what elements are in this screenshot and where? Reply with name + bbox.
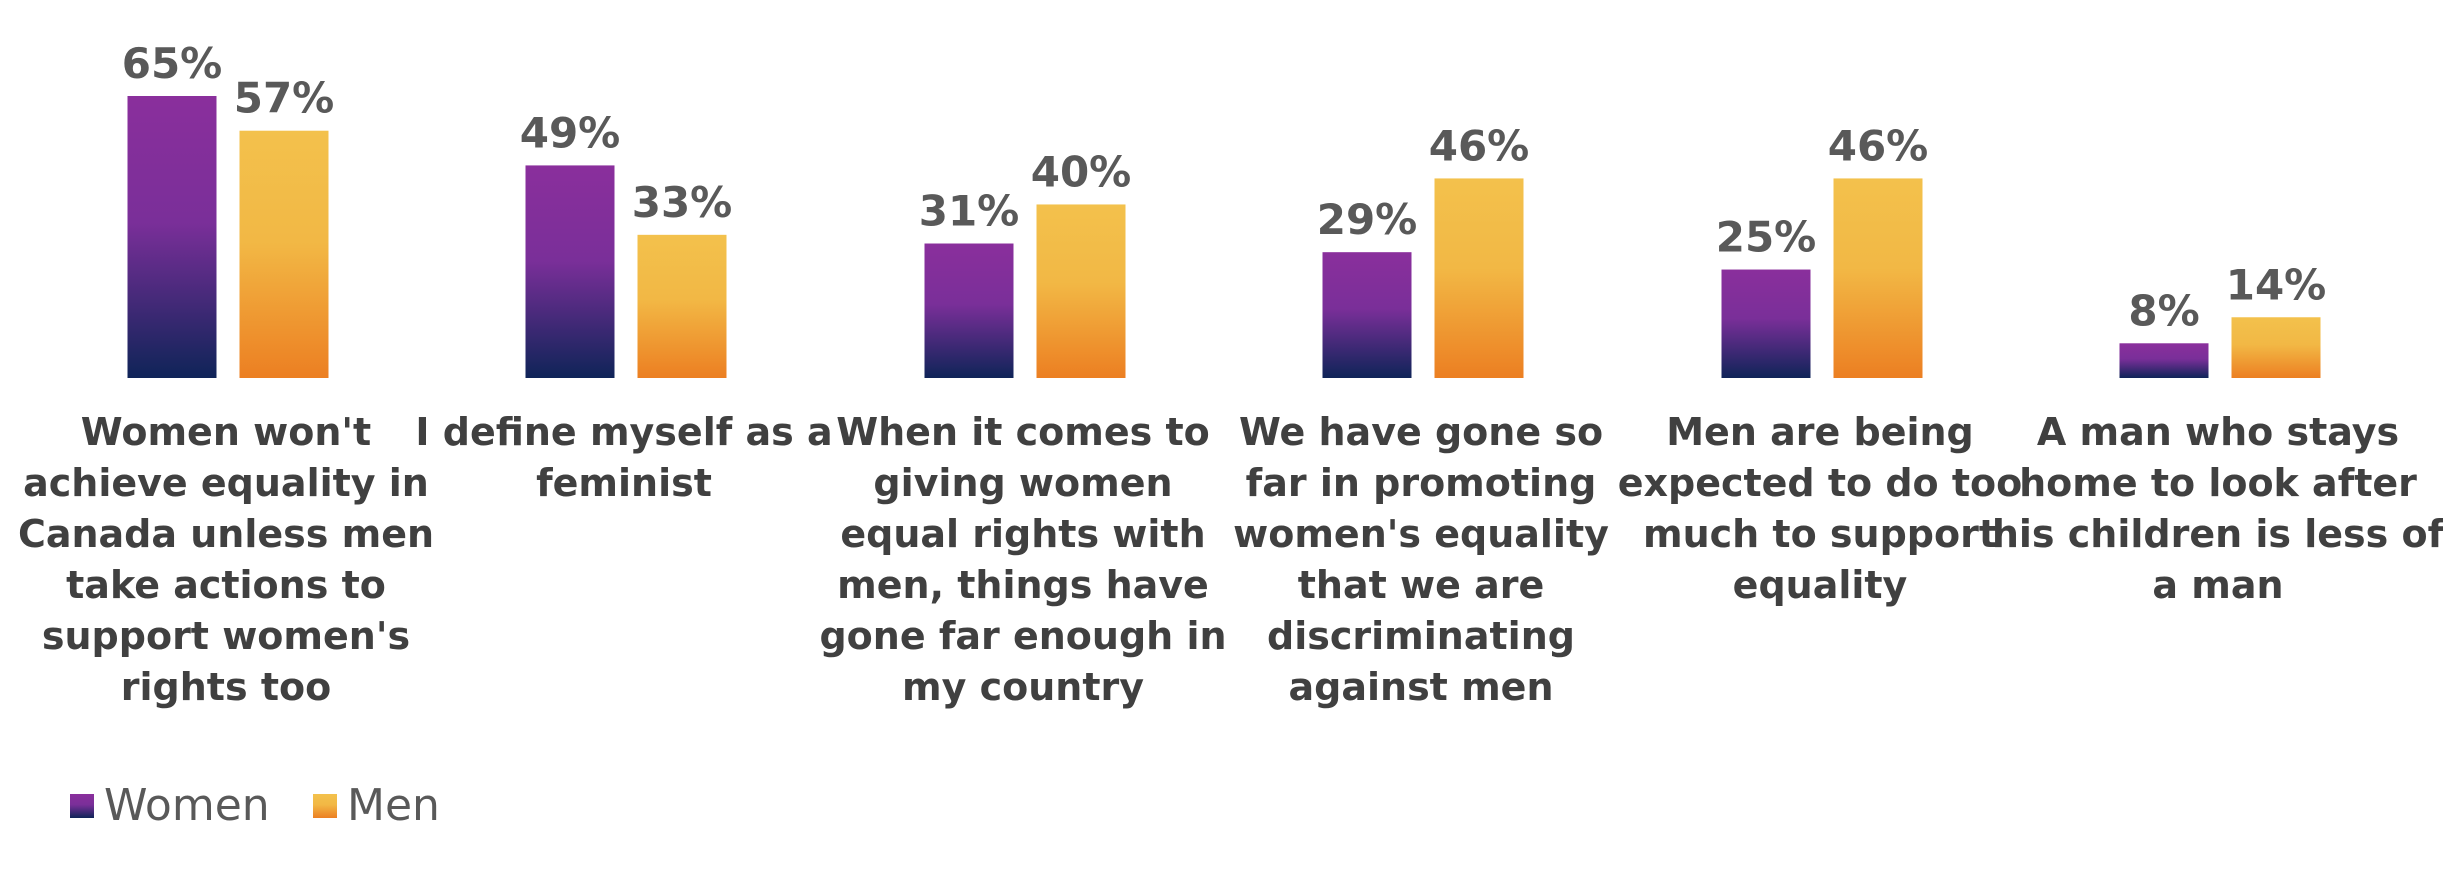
category-label-6-line-1: A man who stays: [2037, 410, 2399, 454]
category-label-6-line-2: home to look after: [2019, 461, 2417, 505]
bar-women-2: [525, 165, 615, 378]
category-label-3-line-1: When it comes to: [836, 410, 1210, 454]
category-label-5-line-4: equality: [1733, 563, 1908, 607]
category-label-4-line-6: against men: [1289, 665, 1554, 709]
value-label-women-4: 29%: [1317, 195, 1418, 244]
value-label-men-1: 57%: [234, 74, 335, 123]
category-label-4-line-3: women's equality: [1233, 512, 1609, 556]
category-label-2-line-1: I define myself as a: [415, 410, 832, 454]
bar-women-5: [1721, 269, 1811, 378]
bar-men-5: [1833, 178, 1923, 378]
category-label-1-line-4: take actions to: [66, 563, 386, 607]
legend-label-women: Women: [104, 780, 270, 831]
value-label-men-5: 46%: [1828, 121, 1929, 170]
value-label-women-1: 65%: [122, 39, 223, 88]
category-label-3-line-4: men, things have: [837, 563, 1209, 607]
bar-men-2: [637, 234, 727, 378]
category-label-1-line-3: Canada unless men: [18, 512, 434, 556]
category-label-3-line-6: my country: [902, 665, 1144, 709]
bar-women-1: [127, 96, 217, 378]
bar-women-3: [924, 243, 1014, 378]
bar-women-6: [2119, 343, 2209, 378]
legend: Women Men: [70, 780, 440, 831]
legend-swatch-men: [313, 794, 337, 818]
category-label-5-line-3: much to support: [1643, 512, 1997, 556]
value-label-men-4: 46%: [1429, 121, 1530, 170]
category-label-3-line-5: gone far enough in: [819, 614, 1226, 658]
value-label-men-6: 14%: [2226, 260, 2327, 309]
bars-group: [127, 96, 2321, 378]
value-label-men-3: 40%: [1031, 147, 1132, 196]
category-label-1-line-1: Women won't: [81, 410, 371, 454]
value-labels-group: 65% 49% 31% 29% 25% 8% 57% 33% 40% 46% 46% 14%: [122, 39, 2327, 335]
category-label-1-line-2: achieve equality in: [23, 461, 429, 505]
bar-men-1: [239, 130, 329, 378]
category-label-2-line-2: feminist: [536, 461, 712, 505]
category-label-3-line-3: equal rights with: [840, 512, 1205, 556]
category-label-6-line-4: a man: [2152, 563, 2283, 607]
category-label-3-line-2: giving women: [873, 461, 1172, 505]
category-label-4-line-5: discriminating: [1267, 614, 1575, 658]
category-label-1-line-5: support women's: [42, 614, 410, 658]
legend-swatch-women: [70, 794, 94, 818]
value-label-women-2: 49%: [520, 108, 621, 157]
category-label-4-line-2: far in promoting: [1246, 461, 1597, 505]
category-label-4-line-4: that we are: [1298, 563, 1545, 607]
value-label-men-2: 33%: [632, 178, 733, 227]
value-label-women-5: 25%: [1716, 213, 1817, 262]
category-label-6-line-3: his children is less of: [1992, 512, 2443, 556]
bar-men-6: [2231, 317, 2321, 378]
bar-women-4: [1322, 252, 1412, 378]
category-label-4-line-1: We have gone so: [1239, 410, 1603, 454]
category-label-5-line-1: Men are being: [1666, 410, 1974, 454]
category-label-5-line-2: expected to do too: [1618, 461, 2023, 505]
bar-men-3: [1036, 204, 1126, 378]
bar-men-4: [1434, 178, 1524, 378]
value-label-women-6: 8%: [2128, 286, 2199, 335]
value-label-women-3: 31%: [919, 187, 1020, 236]
category-label-1-line-6: rights too: [121, 665, 331, 709]
category-labels-group: Women won't achieve equality in Canada unl…: [18, 410, 2443, 709]
legend-label-men: Men: [347, 780, 440, 831]
